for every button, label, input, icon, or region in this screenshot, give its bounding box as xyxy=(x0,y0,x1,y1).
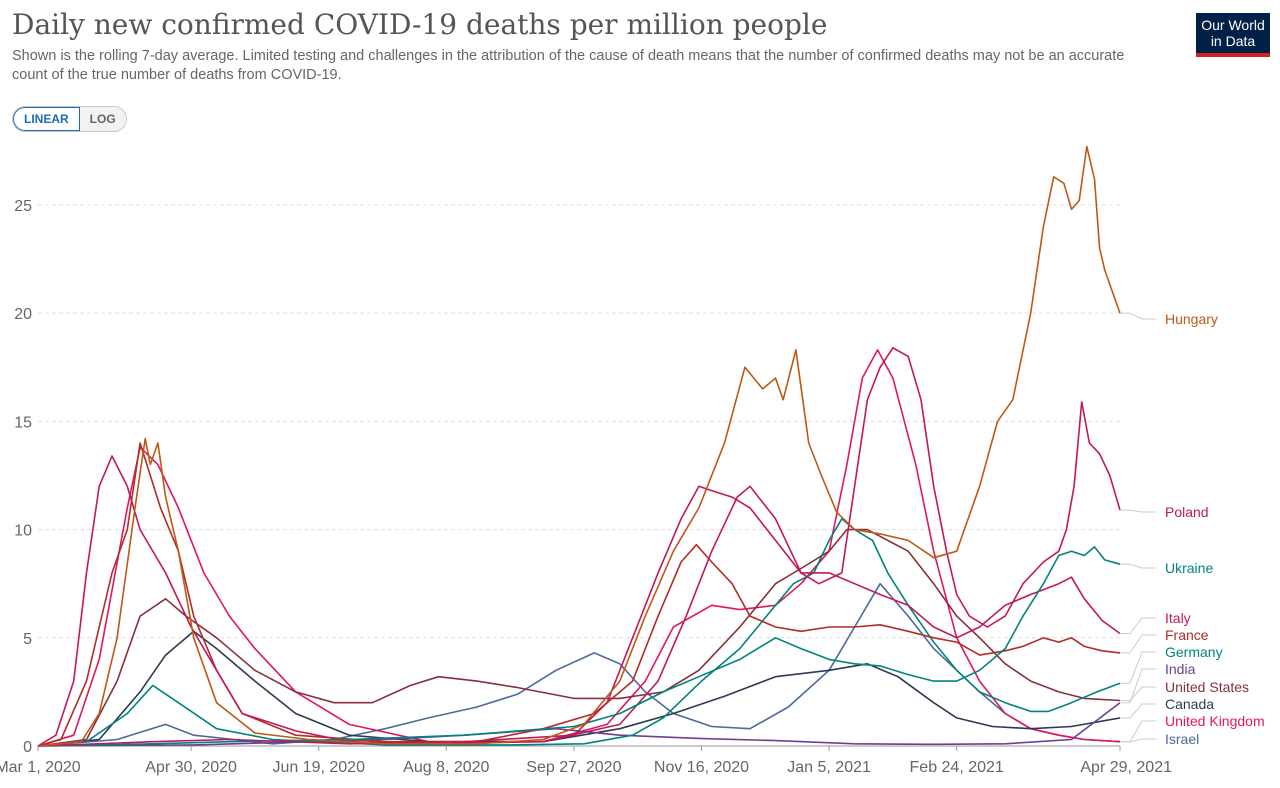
owid-logo[interactable]: Our World in Data xyxy=(1196,13,1270,57)
series-line-france xyxy=(37,442,1121,747)
legend-label-united-kingdom: United Kingdom xyxy=(1165,713,1265,729)
chart-title: Daily new confirmed COVID-19 deaths per … xyxy=(12,8,828,41)
series-line-germany xyxy=(37,517,1121,747)
x-tick-label: Jun 19, 2020 xyxy=(272,759,365,776)
series-line-italy xyxy=(37,455,1121,747)
legend-connector xyxy=(1120,617,1156,634)
legend-connector xyxy=(1120,651,1156,684)
x-tick-label: Sep 27, 2020 xyxy=(526,759,621,776)
legend-connector xyxy=(1120,686,1156,701)
linear-scale-button[interactable]: LINEAR xyxy=(13,107,80,131)
x-tick-label: Feb 24, 2021 xyxy=(910,759,1004,776)
legend-label-ukraine: Ukraine xyxy=(1165,560,1213,576)
logo-line-1: Our World xyxy=(1201,17,1265,33)
y-tick-label: 20 xyxy=(14,306,32,323)
series-line-hungary xyxy=(37,145,1121,747)
legend-connector xyxy=(1120,312,1156,320)
legend-connector xyxy=(1120,703,1156,719)
legend-connector xyxy=(1120,509,1156,513)
y-tick-label: 0 xyxy=(23,739,32,756)
legend-connector xyxy=(1120,563,1156,569)
y-tick-label: 10 xyxy=(14,523,32,540)
y-tick-label: 25 xyxy=(14,198,32,215)
legend-connector xyxy=(1120,634,1156,654)
legend-label-germany: Germany xyxy=(1165,644,1223,660)
x-tick-label: Jan 5, 2021 xyxy=(787,759,871,776)
series-line-israel xyxy=(37,582,1121,747)
series-line-canada xyxy=(37,630,1121,747)
x-tick-label: Apr 30, 2020 xyxy=(145,759,237,776)
x-tick-label: Mar 1, 2020 xyxy=(0,759,81,776)
x-tick-label: Apr 29, 2021 xyxy=(1080,759,1172,776)
legend-label-canada: Canada xyxy=(1165,696,1214,712)
log-scale-button[interactable]: LOG xyxy=(79,107,126,131)
series-line-ukraine xyxy=(37,546,1121,747)
scale-toggle: LINEAR LOG xyxy=(12,106,127,132)
chart-subtitle: Shown is the rolling 7-day average. Limi… xyxy=(12,48,1125,83)
series-line-united-kingdom xyxy=(37,349,1121,747)
y-tick-label: 5 xyxy=(23,631,32,648)
legend-connector xyxy=(1120,668,1156,704)
legend-label-united-states: United States xyxy=(1165,679,1249,695)
legend-label-france: France xyxy=(1165,627,1209,643)
logo-line-2: in Data xyxy=(1210,33,1256,49)
legend-label-hungary: Hungary xyxy=(1165,311,1218,327)
y-tick-label: 15 xyxy=(14,414,32,431)
legend-label-india: India xyxy=(1165,661,1196,677)
legend-label-israel: Israel xyxy=(1165,731,1199,747)
series-line-poland xyxy=(37,346,1121,747)
legend-label-poland: Poland xyxy=(1165,504,1209,520)
legend-connector xyxy=(1120,738,1156,743)
x-tick-label: Nov 16, 2020 xyxy=(654,759,749,776)
x-tick-label: Aug 8, 2020 xyxy=(403,759,489,776)
legend-label-italy: Italy xyxy=(1165,610,1191,626)
